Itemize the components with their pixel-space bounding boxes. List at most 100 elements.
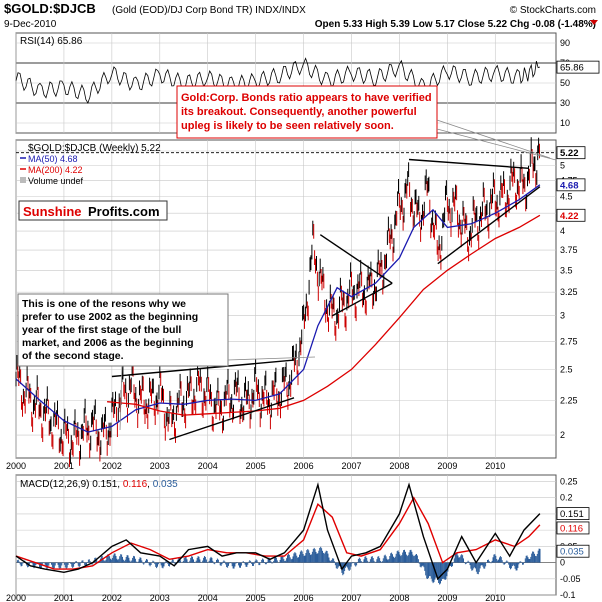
macd-histogram-bar [289,557,291,563]
macd-histogram-bar [426,562,428,579]
macd-histogram-bar [75,561,77,563]
macd-histogram-bar [349,562,351,570]
macd-histogram-bar [500,557,502,563]
macd-histogram-bar [223,560,225,563]
macd-histogram-bar [85,562,87,567]
price-legend-ma50: MA(50) 4.68 [28,154,78,164]
macd-histogram-bar [251,562,252,564]
macd-year-label: 2009 [437,593,457,602]
reasons-line-2: prefer to use 2002 as the beginning [22,311,198,323]
macd-histogram-bar [266,561,268,563]
macd-histogram-bar [294,552,296,563]
macd-histogram-bar [34,562,36,568]
reasons-line-1: This is one of the resons why we [22,298,186,310]
macd-histogram-bar [49,562,51,564]
macd-histogram-bar [538,548,540,563]
macd-histogram-bar [314,549,316,563]
macd-histogram-bar [475,562,477,572]
macd-histogram-bar [376,559,378,563]
reasons-pointer-2002 [119,365,123,431]
trend-line [408,158,529,169]
macd-histogram-bar [183,558,185,563]
macd-histogram-bar [210,556,212,563]
price-year-label: 2008 [389,461,409,471]
macd-histogram-bar [530,556,532,563]
macd-histogram-bar [438,562,440,583]
macd-histogram-bar [275,557,277,563]
macd-histogram-bar [272,562,274,564]
macd-histogram-bar [359,558,361,563]
macd-histogram-bar [377,556,379,563]
macd-histogram-bar [209,558,211,563]
macd-histogram-bar [402,552,404,563]
macd-histogram-bar [387,560,389,563]
macd-histogram-bar [276,560,278,563]
macd-histogram-bar [111,558,113,563]
macd-histogram-bar [248,561,250,563]
macd-histogram-bar [42,562,44,564]
price-tick-label: 4.5 [560,191,573,201]
macd-histogram-bar [45,562,47,568]
macd-histogram-bar [467,560,469,563]
rsi-tick-label: 50 [560,78,570,88]
macd-histogram-bar [228,562,230,564]
macd-histogram-bar [487,559,489,563]
macd-histogram-bar [323,553,325,563]
macd-histogram-bar [455,552,457,563]
macd-histogram-bar [537,550,539,563]
macd-histogram-bar [452,562,454,564]
price-legend-symbol: $GOLD:$DJCB (Weekly) 5.22 [28,143,161,154]
macd-histogram-bar [58,562,60,568]
macd-histogram-bar [465,562,467,564]
macd-histogram-bar [405,551,406,563]
macd-histogram-bar [89,561,91,563]
macd-histogram-bar [369,559,371,563]
macd-histogram-bar [533,551,535,563]
macd-histogram-bar [125,557,127,563]
macd-histogram-bar [204,556,206,563]
macd-histogram-bar [184,556,186,563]
macd-histogram-bar [226,562,228,568]
price-tick-label: 2.5 [560,364,573,374]
gold-corp-pointer-2 [436,128,557,161]
macd-histogram-bar [77,562,79,566]
price-legend-ma200: MA(200) 4.22 [28,165,83,175]
macd-histogram-bar [518,562,520,565]
trend-line [169,397,295,441]
macd-histogram-bar [370,556,372,563]
macd-histogram-bar [381,561,383,563]
macd-year-label: 2003 [150,593,170,602]
macd-histogram-bar [231,562,233,567]
macd-histogram-bar [81,560,83,563]
macd-histogram-bar [487,560,488,563]
macd-histogram-bar [146,559,147,563]
macd-histogram-bar [473,562,475,569]
macd-histogram-bar [401,555,403,563]
macd-histogram-bar [322,550,323,563]
rsi-value-label: 65.86 [560,63,584,74]
macd-tick-label: 0 [560,558,565,568]
svg-text:MACD(12,26,9) 0.151, 0.116, 0.: MACD(12,26,9) 0.151, 0.116, 0.035 [20,479,178,490]
macd-histogram-bar [163,562,165,567]
macd-histogram-bar [200,561,202,563]
macd-histogram-bar [264,562,266,565]
gold-corp-line-3: upleg is likely to be seen relatively so… [181,120,394,132]
macd-histogram-bar [280,557,282,563]
macd-histogram-bar [221,562,223,565]
rsi-title: RSI(14) 65.86 [20,36,83,47]
price-legend-volume: Volume undef [28,176,84,186]
macd-histogram-bar [364,556,366,563]
price-year-label: 2005 [246,461,266,471]
price-value-label: 4.68 [560,180,579,191]
macd-histogram-bar [44,562,46,565]
macd-value-label: 0.116 [560,523,583,534]
macd-histogram-bar [492,557,494,563]
macd-histogram-bar [162,562,164,569]
macd-histogram-bar [186,559,188,563]
macd-histogram-bar [17,559,19,563]
macd-histogram-bar [392,554,393,563]
trend-line [319,234,393,284]
macd-histogram-bar [409,550,411,563]
macd-histogram-bar [190,557,192,563]
macd-histogram-bar [510,562,512,569]
